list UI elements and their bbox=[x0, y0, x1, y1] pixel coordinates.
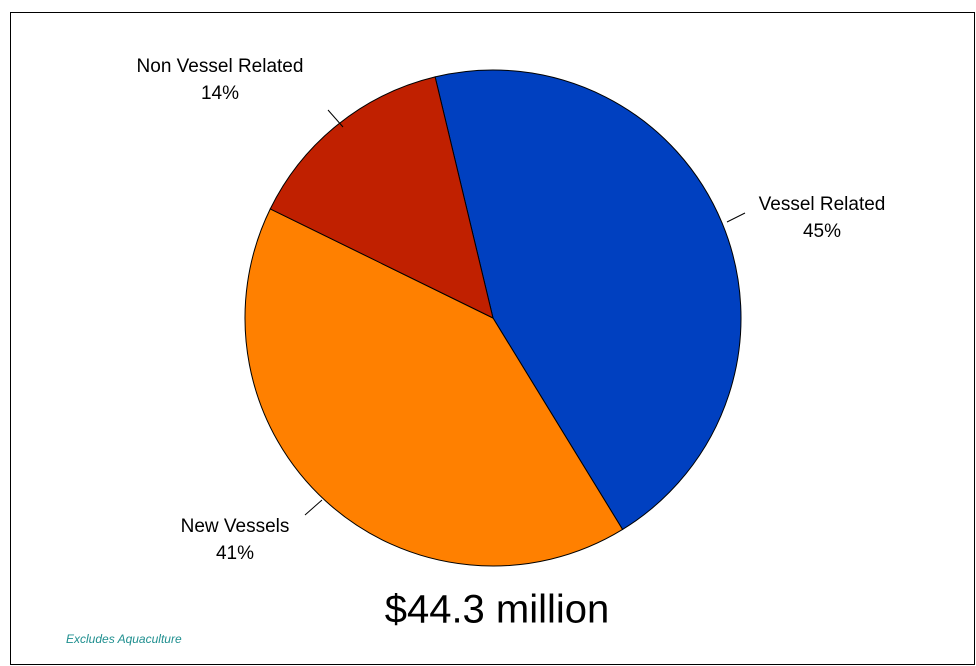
slice-value-label: 14% bbox=[201, 83, 239, 104]
slice-label: Vessel Related bbox=[759, 194, 886, 215]
slice-label: Non Vessel Related bbox=[137, 56, 304, 77]
pie-slice bbox=[244, 208, 624, 567]
slice-value-label: 45% bbox=[803, 221, 841, 242]
total-annotation: $44.3 million bbox=[385, 588, 610, 632]
pie-slice bbox=[269, 76, 494, 319]
leader-line bbox=[304, 499, 323, 516]
leader-line bbox=[726, 212, 746, 223]
slice-value-label: 41% bbox=[216, 543, 254, 564]
frame bbox=[10, 12, 975, 665]
pie-slice bbox=[434, 69, 742, 531]
slice-label: New Vessels bbox=[181, 516, 290, 537]
footnote: Excludes Aquaculture bbox=[66, 632, 182, 646]
leader-line bbox=[327, 109, 344, 128]
